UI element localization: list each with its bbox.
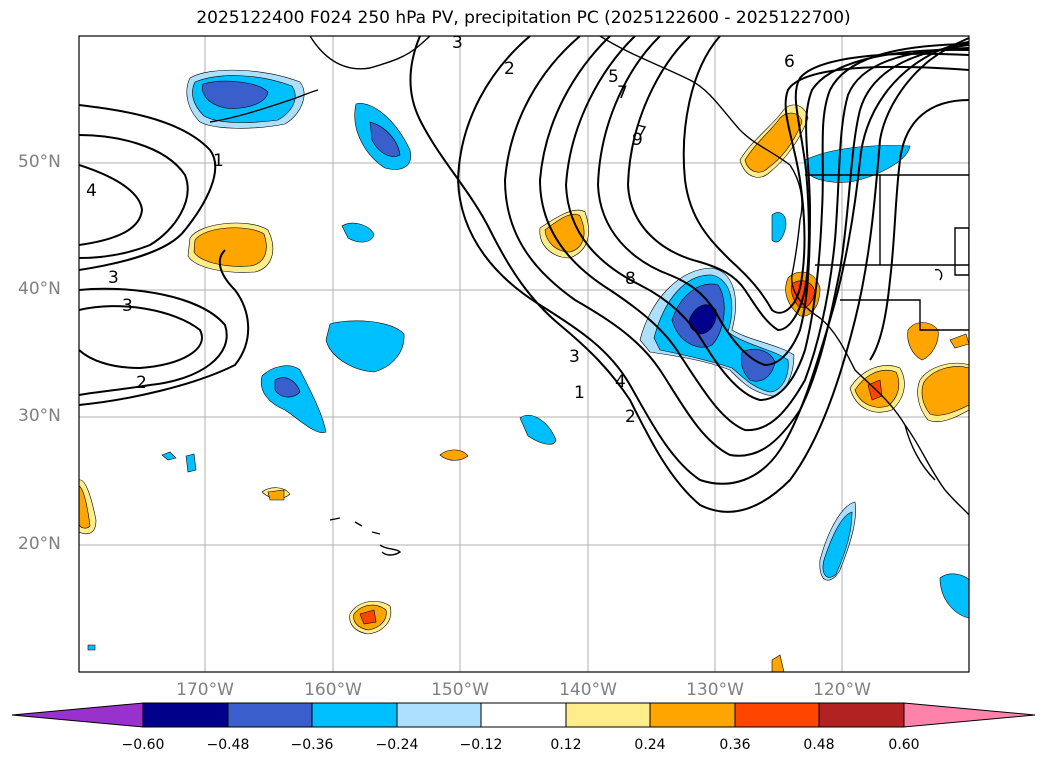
map-frame: [78, 35, 970, 673]
colorbar-tick: 0.36: [719, 737, 751, 753]
colorbar-tick: 0.48: [803, 737, 835, 753]
pv-label-1: 1: [213, 151, 224, 171]
colorbar-segment: [311, 702, 398, 728]
pv-label-4: 4: [615, 372, 626, 392]
lat-label-20n: 20°N: [18, 534, 61, 554]
map-title: 2025122400 F024 250 hPa PV, precipitatio…: [196, 8, 851, 28]
pv-contour-labels: 1 3 3 2 2 3 5 7 9 6 8 3 4 1 2 4: [86, 33, 795, 427]
colorbar-segment: [649, 702, 736, 728]
pv-label-3c: 3: [452, 33, 463, 53]
colorbar-segment: [818, 702, 905, 728]
precip-negative: [87, 69, 969, 651]
lon-label-170w: 170°W: [176, 680, 234, 700]
lat-label-50n: 50°N: [18, 152, 61, 172]
pv-label-7: 7: [617, 83, 628, 103]
pv-label-8: 8: [625, 269, 636, 289]
pv-label-2c: 2: [625, 407, 636, 427]
colorbar-segment: [565, 702, 651, 728]
colorbar-tick: 0.60: [888, 737, 920, 753]
lon-label-140w: 140°W: [559, 680, 617, 700]
pv-label-2: 2: [136, 373, 147, 393]
colorbar-tick: −0.60: [121, 737, 165, 753]
pv-label-2b: 2: [504, 59, 515, 79]
pv-label-1b: 1: [574, 383, 585, 403]
lat-label-30n: 30°N: [18, 406, 61, 426]
colorbar: [11, 702, 1036, 728]
colorbar-segment: [734, 702, 820, 728]
pv-label-3b: 3: [122, 296, 133, 316]
pv-label-6: 6: [784, 52, 795, 72]
colorbar-segment: [142, 702, 229, 728]
lon-label-160w: 160°W: [304, 680, 362, 700]
coastlines: [209, 36, 969, 556]
lon-label-120w: 120°W: [813, 680, 871, 700]
colorbar-tick: −0.12: [459, 737, 503, 753]
colorbar-segment: [396, 702, 482, 728]
pv-label-5: 5: [608, 67, 619, 87]
colorbar-segment: [227, 702, 313, 728]
colorbar-tick: −0.36: [290, 737, 334, 753]
colorbar-over-arrow: [903, 702, 1036, 728]
lat-label-40n: 40°N: [18, 279, 61, 299]
pv-label-4b: 4: [86, 181, 97, 201]
colorbar-tick: −0.24: [375, 737, 419, 753]
pv-label-3d: 3: [569, 347, 580, 367]
pv-label-9: 9: [632, 130, 643, 150]
lon-label-150w: 150°W: [431, 680, 489, 700]
lon-label-130w: 130°W: [686, 680, 744, 700]
pv-contours: [79, 36, 969, 513]
precip-positive: [79, 104, 969, 672]
colorbar-under-arrow: [11, 702, 144, 728]
colorbar-segment: [480, 702, 567, 728]
pv-label-3: 3: [108, 268, 119, 288]
colorbar-tick: 0.12: [550, 737, 582, 753]
colorbar-tick: 0.24: [634, 737, 666, 753]
colorbar-tick: −0.48: [206, 737, 250, 753]
